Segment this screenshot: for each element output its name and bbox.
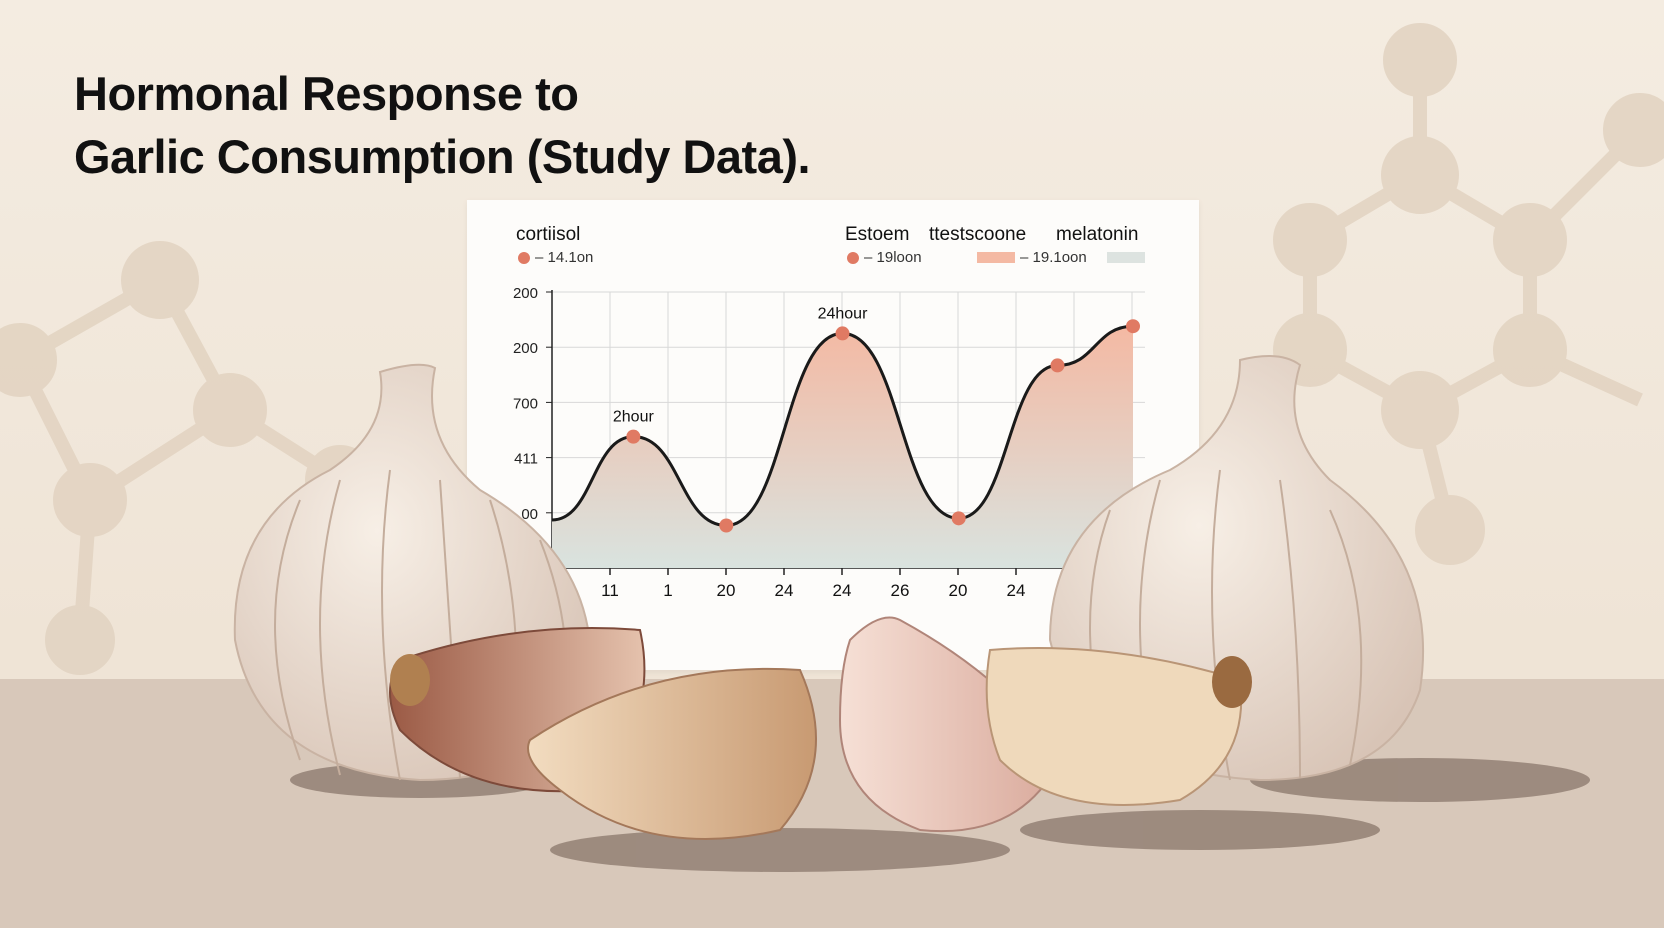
legend-swatch-melatonin xyxy=(1107,252,1145,263)
table-surface xyxy=(0,679,1664,928)
legend-swatch-testosterone xyxy=(977,252,1015,263)
y-tick-label: 200 xyxy=(513,285,538,302)
x-tick-label: 1 xyxy=(663,581,672,600)
x-tick-label: 24 xyxy=(1007,581,1026,600)
x-tick-label: 20 xyxy=(717,581,736,600)
legend-label-cortisol: – 14.1on xyxy=(535,249,594,266)
legend-heading-estrogen: Estoem xyxy=(845,224,910,245)
x-tick-label: 24 xyxy=(833,581,852,600)
page-title: Hormonal Response to Garlic Consumption … xyxy=(74,62,811,188)
legend-label-estrogen: – 19loon xyxy=(864,249,922,266)
x-tick-label: 24 xyxy=(775,581,794,600)
data-point xyxy=(1126,319,1140,334)
x-tick-label: 26 xyxy=(891,581,910,600)
point-annotation: 24hour xyxy=(818,305,868,322)
legend-dot-estrogen xyxy=(847,252,859,264)
series-area xyxy=(552,326,1133,568)
x-tick-label: 11 xyxy=(601,581,619,600)
legend-heading-testosterone: ttestscoone xyxy=(929,224,1027,245)
data-point xyxy=(835,326,850,341)
legend-heading-cortisol: cortiisol xyxy=(516,224,581,245)
data-point xyxy=(951,511,966,526)
data-point xyxy=(1050,358,1065,373)
y-tick-label: 411 xyxy=(514,451,538,468)
y-tick-label: 00 xyxy=(521,506,538,523)
title-line-2: Garlic Consumption (Study Data). xyxy=(74,130,811,183)
point-annotation: 2hour xyxy=(613,409,655,426)
legend-label-testosterone: – 19.1oon xyxy=(1020,249,1087,266)
y-tick-label: 700 xyxy=(513,395,538,412)
data-point xyxy=(626,429,641,444)
y-tick-label: 200 xyxy=(513,340,538,357)
data-point xyxy=(719,518,734,533)
x-tick-label: 20 xyxy=(949,581,968,600)
legend-heading-melatonin: melatonin xyxy=(1056,224,1139,245)
legend-dot-cortisol xyxy=(518,252,530,264)
title-line-1: Hormonal Response to xyxy=(74,67,579,120)
